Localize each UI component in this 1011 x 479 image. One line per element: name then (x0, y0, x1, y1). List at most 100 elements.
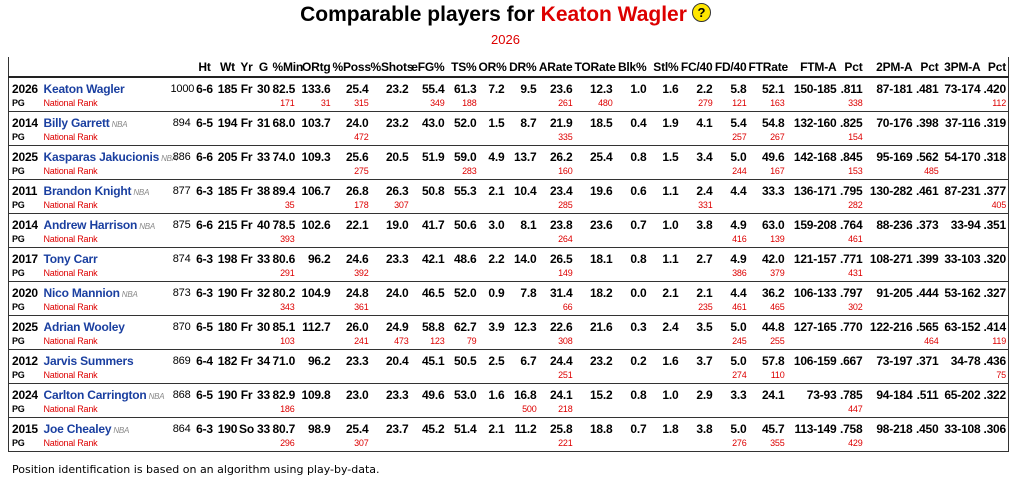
player-name[interactable]: Andrew Harrison NBA (41, 214, 171, 235)
rank-row: PG National Rank 251 274 110 75 (8, 370, 1009, 384)
spacer (192, 234, 217, 248)
stat: 74.0 (272, 149, 296, 164)
position: PG (8, 370, 41, 384)
national-rank (506, 166, 539, 180)
stat: 51.4 (453, 421, 477, 436)
stat: Fr (240, 115, 253, 130)
stat: 23.6 (589, 217, 613, 232)
national-rank: 112 (982, 98, 1009, 112)
player-link[interactable]: Adrian Wooley (43, 319, 125, 334)
rank-row: PG National Rank 275 283 160 244 167 153 485 (8, 166, 1009, 180)
national-rank: 251 (538, 370, 575, 384)
player-name[interactable]: Carlton Carrington NBA (41, 384, 171, 405)
national-rank (370, 98, 411, 112)
player-link[interactable]: Carlton Carrington (43, 387, 147, 402)
spacer (238, 166, 255, 180)
stat: 45.2 (421, 421, 445, 436)
national-rank (410, 200, 447, 214)
stat: 25.4 (345, 81, 369, 96)
national-rank (446, 302, 479, 316)
player-link[interactable]: Brandon Knight (43, 183, 132, 198)
stat: .797 (839, 285, 863, 300)
player-link[interactable]: Andrew Harrison (43, 217, 138, 232)
national-rank: 221 (538, 438, 575, 452)
national-rank (410, 268, 447, 282)
national-rank (296, 234, 333, 248)
player-link[interactable]: Jarvis Summers (43, 353, 134, 368)
player-name: Keaton Wagler (540, 3, 687, 26)
national-rank (914, 438, 941, 452)
national-rank: 431 (838, 268, 865, 282)
player-name[interactable]: Tony Carr (41, 248, 171, 269)
spacer (216, 234, 239, 248)
stat: 1.0 (662, 387, 679, 402)
player-row: 2014 Billy Garrett NBA 894 6-5 194 Fr 31 68.0 103… (9, 112, 1009, 133)
rank-label: National Rank (40, 234, 171, 248)
stat: 34-78 (950, 353, 981, 368)
national-rank: 275 (332, 166, 371, 180)
similarity-score: 1000 (170, 82, 195, 95)
player-link[interactable]: Nico Mannion (43, 285, 120, 300)
national-rank: 485 (914, 166, 941, 180)
player-link[interactable]: Keaton Wagler (43, 81, 125, 96)
spacer (192, 268, 217, 282)
stat: 112.7 (302, 319, 331, 334)
stat: 2.1 (662, 285, 679, 300)
player-name[interactable]: Jarvis Summers (41, 350, 171, 371)
stat: 3.5 (696, 319, 713, 334)
stat: 3.8 (696, 421, 713, 436)
national-rank: 79 (446, 336, 479, 350)
spacer (254, 234, 273, 248)
spacer (170, 200, 193, 214)
player-name[interactable]: Nico Mannion NBA (41, 282, 171, 303)
stat: 73-197 (876, 353, 913, 368)
national-rank (786, 200, 839, 214)
stat: 94-184 (876, 387, 913, 402)
stat: 194 (217, 115, 238, 130)
stat: 4.9 (488, 149, 505, 164)
national-rank (506, 302, 539, 316)
player-name[interactable]: Keaton Wagler (41, 77, 171, 98)
stat: 133.6 (301, 81, 331, 96)
national-rank (648, 302, 681, 316)
national-rank: 361 (332, 302, 371, 316)
help-icon[interactable]: ? (691, 3, 711, 22)
stat: 136-171 (793, 183, 837, 198)
spacer (254, 98, 273, 112)
stat: 2.2 (696, 81, 713, 96)
stat: .461 (915, 183, 939, 198)
stat: Fr (240, 353, 253, 368)
player-name[interactable]: Joe Chealey NBA (41, 418, 171, 439)
spacer (192, 438, 217, 452)
player-link[interactable]: Kasparas Jakucionis (43, 149, 160, 164)
player-link[interactable]: Joe Chealey (43, 421, 112, 436)
stat: 62.7 (453, 319, 477, 334)
national-rank (714, 200, 749, 214)
player-link[interactable]: Billy Garrett (43, 115, 110, 130)
national-rank (940, 268, 983, 282)
national-rank: 285 (538, 200, 575, 214)
player-link[interactable]: Tony Carr (43, 251, 98, 266)
national-rank (574, 370, 615, 384)
spacer (170, 132, 193, 146)
national-rank (574, 438, 615, 452)
player-name[interactable]: Kasparas Jakucionis NBA (41, 146, 178, 167)
year: 2012 (12, 353, 38, 368)
national-rank (864, 98, 915, 112)
stat: 180 (217, 319, 238, 334)
stat: 106.7 (301, 183, 331, 198)
national-rank (982, 234, 1009, 248)
nba-tag: NBA (121, 289, 138, 299)
stat: 6-5 (196, 319, 213, 334)
stat: 8.7 (520, 115, 537, 130)
national-rank (370, 132, 411, 146)
player-name[interactable]: Adrian Wooley (41, 316, 171, 337)
stat: 15.2 (589, 387, 613, 402)
stat: 71.0 (272, 353, 296, 368)
national-rank (410, 234, 447, 248)
stat: 121-157 (793, 251, 837, 266)
player-name[interactable]: Brandon Knight NBA (41, 180, 171, 201)
stat: 24.0 (345, 115, 369, 130)
national-rank (614, 200, 649, 214)
player-name[interactable]: Billy Garrett NBA (41, 112, 171, 133)
